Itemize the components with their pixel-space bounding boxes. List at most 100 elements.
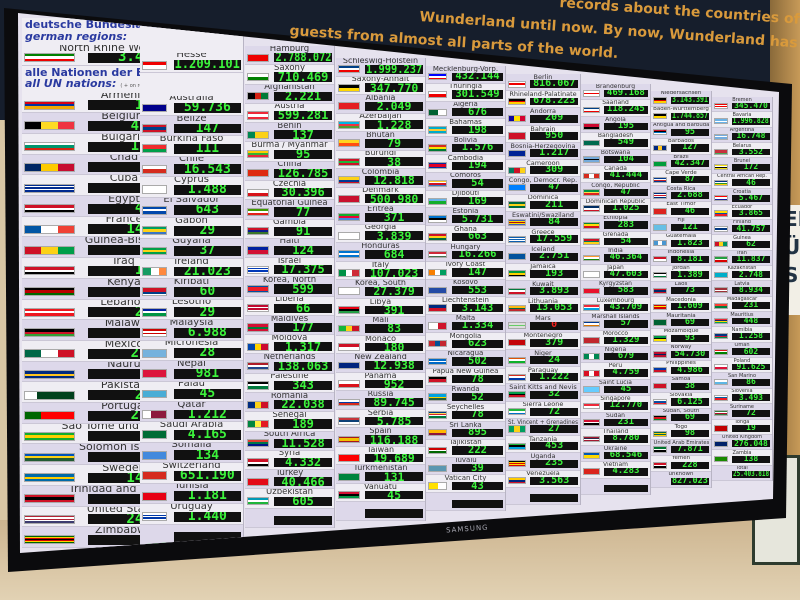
visitor-count-box: 28 [173, 348, 241, 359]
visitor-count-box: 981 [173, 368, 241, 379]
country-name: Dominica [527, 194, 559, 202]
flag-stripe [715, 242, 720, 247]
visitor-count-box: 4.332 [274, 457, 332, 468]
flag-stripe [584, 288, 599, 294]
visitor-count: 2.751 [539, 252, 570, 261]
country-cell: Marshall Islands 57 [581, 314, 650, 331]
flag-icon [142, 144, 168, 154]
flag-stripe [429, 465, 447, 471]
flag-stripe [261, 343, 268, 350]
visitor-count-box: 222 [452, 446, 503, 455]
flag-icon [142, 60, 168, 70]
flag-icon [24, 183, 76, 193]
country-name: unknown [668, 472, 694, 478]
flag-stripe [339, 216, 359, 219]
flag-stripe [584, 239, 599, 241]
flag-stripe [429, 162, 447, 165]
visitor-count-box: 663 [452, 232, 503, 241]
visitor-count: 371 [383, 212, 405, 222]
flag-icon [508, 459, 526, 468]
flag-stripe [429, 127, 447, 130]
flag-icon [428, 197, 448, 205]
flag-icon [508, 80, 526, 88]
flag-stripe [25, 370, 75, 373]
visitor-count-box: 13.053 [530, 304, 578, 313]
flag-stripe [339, 438, 359, 440]
country-cell: Chile 16.543 [140, 156, 243, 178]
visitor-count-box: 231 [603, 418, 648, 427]
country-cell: Yemen 228 [651, 456, 711, 473]
flag-icon [247, 381, 269, 390]
flag-stripe [654, 161, 667, 167]
flag-stripe [25, 147, 75, 151]
visitor-count: 231 [617, 418, 635, 427]
country-cell: Denmark 500.980 [336, 187, 425, 207]
flag-icon [247, 246, 269, 255]
country-cell: Bolivia 1.576 [426, 137, 505, 155]
country-name: Angola [605, 116, 626, 123]
flag-icon [24, 514, 76, 524]
country-name: New Zealand [354, 354, 407, 362]
country-name: Syria [278, 450, 301, 459]
country-name: Slovakia [669, 392, 693, 398]
flag-stripe [429, 237, 447, 240]
flag-stripe [654, 466, 667, 468]
country-name: Cape Verde [665, 170, 697, 176]
country-cell: Saxony-Anhalt 347.770 [336, 76, 425, 96]
flag-icon [24, 266, 76, 276]
visitor-count-box: 73 [670, 287, 709, 295]
visitor-count: 1.744.857 [671, 112, 708, 120]
flag-stripe [25, 435, 75, 438]
country-name: Nicaragua [447, 350, 484, 358]
flag-stripe [654, 401, 667, 403]
country-cell: Vanuatu 45 [336, 483, 425, 503]
flag-stripe [248, 306, 268, 309]
country-cell: Moldova 1.317 [245, 335, 334, 355]
visitor-count: 0 [551, 321, 558, 330]
visitor-count-box: 211 [530, 200, 578, 209]
flag-stripe [248, 131, 255, 138]
country-name: Solomon Islands [79, 444, 169, 454]
country-cell: Gabon 29 [140, 218, 243, 239]
country-name: Moldova [271, 335, 308, 343]
visitor-count: 678.223 [533, 97, 576, 106]
flag-stripe [345, 269, 353, 276]
flag-icon [508, 339, 526, 347]
country-cell: Uganda 235 [506, 453, 580, 471]
flag-stripe [339, 103, 359, 110]
flag-stripe [248, 189, 268, 193]
flag-stripe [57, 163, 75, 171]
visitor-count-box: 16.266 [452, 250, 503, 259]
flag-stripe [509, 443, 525, 446]
country-name: Georgia [364, 224, 397, 232]
visitor-count-box: 47.603 [603, 270, 648, 279]
country-name: Papua New Guinea [432, 368, 499, 376]
visitor-count-box: 643 [173, 205, 241, 216]
flag-icon [583, 369, 600, 377]
flag-stripe [254, 131, 262, 138]
visitor-count: 137 [292, 130, 314, 140]
visitor-count-box: 432.144 [452, 72, 503, 81]
visitor-count-box: 138 [731, 455, 770, 463]
country-cell: Colombia 12.818 [336, 169, 425, 188]
flag-icon [142, 267, 168, 276]
flag-stripe [509, 81, 525, 84]
visitor-count-box: 228 [670, 461, 709, 470]
flag-stripe [37, 391, 50, 399]
visitor-count-box: 2.748 [731, 271, 770, 279]
country-name: Turkey [275, 470, 304, 478]
flag-icon [338, 324, 360, 333]
country-cell: Zambia 138 [712, 450, 772, 466]
visitor-count-box: 453 [530, 442, 578, 451]
flag-stripe [654, 241, 659, 246]
flag-stripe [143, 169, 167, 173]
flag-stripe [584, 193, 599, 195]
flag-stripe [654, 193, 667, 195]
country-name: Senegal [272, 412, 307, 420]
flag-icon [428, 250, 448, 259]
flag-stripe [654, 306, 667, 308]
country-column: Niedersachsen 3.143.391 Baden-Württemberg 1… [651, 91, 712, 488]
visitor-count-box: 27 [530, 425, 578, 434]
flag-stripe [339, 421, 359, 424]
country-cell: Kyrgyzstan 583 [581, 281, 650, 298]
